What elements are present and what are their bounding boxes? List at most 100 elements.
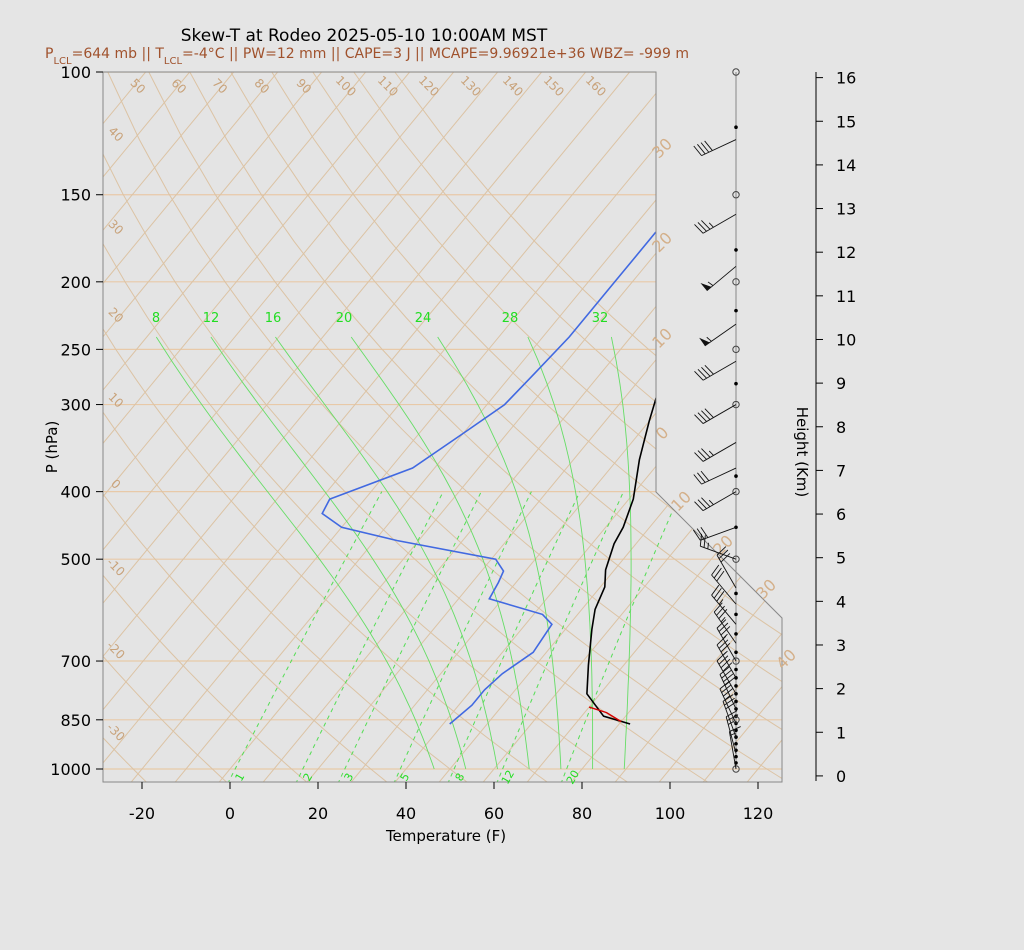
mandatory-level-marker	[732, 191, 740, 199]
wind-barb-half-flag	[722, 650, 728, 656]
mixing-ratio-line	[393, 491, 532, 782]
x-tick-label: 0	[225, 804, 235, 823]
wind-barb-flag	[720, 553, 731, 563]
wind-barb-shaft	[716, 554, 737, 589]
wind-barb-shaft	[716, 660, 737, 695]
isotherm-line	[103, 72, 411, 782]
moist-adiabat-label: 24	[415, 311, 432, 326]
chart-title: Skew-T at Rodeo 2025-05-10 10:00AM MST	[181, 26, 548, 46]
wind-barb-half-flag	[708, 450, 714, 456]
wind-barb-shaft	[702, 213, 737, 234]
wind-barb-flag	[720, 658, 731, 669]
dry-adiabat-line	[103, 72, 711, 782]
height-tick-label: 7	[836, 461, 846, 480]
wind-barb-shaft	[700, 526, 737, 541]
chart-subtitle: PLCL=644 mb || TLCL=-4°C || PW=12 mm || …	[45, 46, 689, 67]
wind-barb-shaft	[711, 574, 737, 605]
wind-barb-shaft	[702, 404, 737, 424]
height-tick-label: 11	[836, 287, 856, 306]
x-tick-label: -20	[129, 804, 155, 823]
wind-barb-flag	[720, 642, 731, 653]
barb-level-dot	[734, 248, 738, 252]
wind-barb-flag	[716, 605, 725, 616]
dry-adiabat-line	[103, 72, 310, 782]
wind-barb-flag	[718, 655, 729, 665]
moist-adiabat-label: 32	[592, 311, 609, 326]
wind-barb-flag	[697, 222, 707, 232]
barb-level-dot	[734, 650, 738, 655]
y-tick-label: 400	[60, 483, 91, 502]
x-tick-label: 40	[396, 804, 416, 823]
wind-barb-flag	[694, 452, 704, 462]
height-axis-label: Height (Km)	[793, 407, 811, 498]
y-tick-label: 1000	[50, 760, 91, 779]
wind-barb-flag	[701, 497, 711, 507]
moist-adiabat-line	[210, 336, 467, 770]
axis-layer: 100 150 200 250 300 400 500 700 850 1000 -20 0 20 40 6…	[50, 63, 773, 823]
isotherm-line	[657, 72, 782, 782]
wind-barb-flag	[704, 365, 714, 375]
height-tick-label: 0	[836, 767, 846, 786]
wind-barb-flag	[716, 636, 727, 646]
wind-barb-flag	[723, 673, 734, 683]
isotherm-line	[103, 72, 455, 782]
wind-barb-flag	[716, 591, 725, 602]
wind-barb-flag	[700, 527, 709, 538]
barb-level-dot	[734, 381, 738, 386]
isotherm-line	[305, 72, 782, 782]
wind-barb-flag	[724, 697, 735, 706]
y-tick-label: 100	[60, 63, 91, 82]
barb-level-dot	[734, 741, 738, 746]
wind-barb-flag	[719, 666, 730, 675]
wind-barb-half-flag	[707, 281, 714, 286]
y-axis-label: P (hPa)	[43, 421, 61, 474]
wind-barb-half-flag	[720, 616, 726, 623]
wind-barb-flag	[693, 474, 702, 485]
wind-barb-flag	[713, 587, 722, 599]
barb-level-dot	[734, 667, 738, 672]
wind-barb-half-flag	[724, 695, 731, 701]
mandatory-level-marker	[732, 345, 740, 354]
moist-adiabat-line	[275, 336, 498, 770]
barb-level-dot	[734, 632, 738, 636]
wind-barb-layer	[692, 68, 741, 773]
isotherm-line	[103, 72, 499, 782]
y-tick-label: 200	[60, 273, 91, 292]
mandatory-level-marker	[732, 487, 740, 496]
wind-barb-shaft	[702, 360, 737, 381]
wind-barb-shaft	[700, 545, 737, 560]
wind-barb-half-flag	[722, 633, 728, 639]
wind-barb-shaft	[713, 611, 737, 644]
wind-barb-flag	[711, 564, 720, 576]
wind-barb-shaft	[719, 674, 737, 710]
wind-barb-flag	[713, 602, 723, 613]
wind-barb-shaft	[704, 323, 737, 347]
wind-barb-flag	[718, 609, 728, 619]
dry-adiabat-line	[103, 72, 229, 782]
mixing-ratio-line	[447, 491, 581, 782]
barb-level-dot	[734, 754, 738, 759]
barb-level-dot	[734, 474, 738, 478]
wind-barb-flag	[726, 714, 739, 722]
wind-barb-flag	[692, 529, 701, 541]
wind-barb-flag	[722, 662, 733, 672]
barb-level-dot	[734, 684, 738, 688]
wind-barb-shaft	[706, 265, 737, 292]
isotherm-line	[103, 72, 323, 782]
height-tick-label: 10	[836, 330, 856, 349]
plot-area	[102, 71, 783, 783]
moist-adiabat-label: 12	[203, 311, 220, 326]
wind-barb-flag	[697, 412, 707, 422]
wind-barb-flag	[701, 410, 711, 420]
height-tick-label: 1	[836, 723, 846, 742]
moist-adiabat-label: 20	[336, 311, 353, 326]
dry-adiabat-line	[107, 72, 782, 782]
mandatory-level-marker	[732, 765, 740, 773]
dry-adiabat-line	[353, 72, 782, 782]
wind-barb-flag	[711, 584, 720, 596]
mandatory-level-marker	[732, 657, 740, 665]
x-tick-label: 120	[743, 804, 774, 823]
height-tick-label: 3	[836, 636, 846, 655]
wind-barb-flag	[716, 546, 727, 556]
